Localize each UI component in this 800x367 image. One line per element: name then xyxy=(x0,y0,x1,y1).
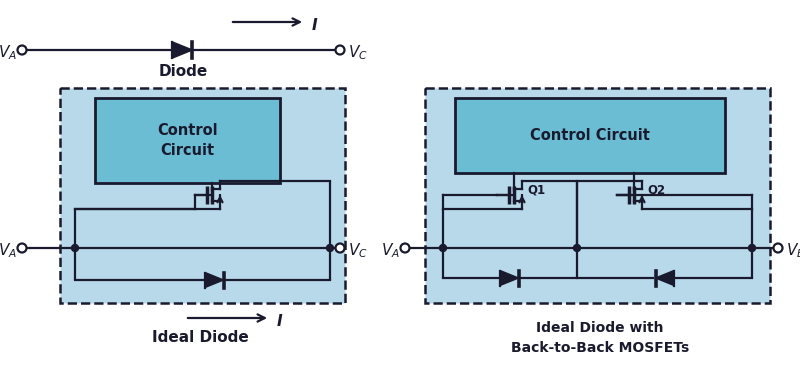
Circle shape xyxy=(71,244,78,251)
Text: $V_A$: $V_A$ xyxy=(0,44,17,62)
Text: $V_A$: $V_A$ xyxy=(0,241,17,260)
Text: Ideal Diode: Ideal Diode xyxy=(152,331,248,345)
Text: Diode: Diode xyxy=(158,65,208,80)
Circle shape xyxy=(326,244,334,251)
Text: Control Circuit: Control Circuit xyxy=(530,128,650,143)
Polygon shape xyxy=(205,273,223,287)
Text: Control
Circuit: Control Circuit xyxy=(157,123,218,158)
Circle shape xyxy=(749,244,755,251)
Text: Q2: Q2 xyxy=(647,184,665,196)
Polygon shape xyxy=(172,42,192,58)
Circle shape xyxy=(574,244,581,251)
Polygon shape xyxy=(500,270,518,286)
Circle shape xyxy=(335,46,345,55)
Bar xyxy=(60,88,345,303)
Circle shape xyxy=(774,243,782,252)
Text: Q1: Q1 xyxy=(527,184,545,196)
Polygon shape xyxy=(655,270,674,286)
Text: I: I xyxy=(277,313,282,328)
Text: I: I xyxy=(312,18,318,33)
Text: $V_A$: $V_A$ xyxy=(381,241,400,260)
Circle shape xyxy=(18,46,26,55)
Bar xyxy=(95,98,280,183)
Circle shape xyxy=(18,243,26,252)
Bar xyxy=(455,98,725,173)
Text: $V_C$: $V_C$ xyxy=(348,241,368,260)
Text: $V_B$: $V_B$ xyxy=(786,241,800,260)
Circle shape xyxy=(335,243,345,252)
Text: $V_C$: $V_C$ xyxy=(348,44,368,62)
Circle shape xyxy=(439,244,446,251)
Bar xyxy=(425,88,770,303)
Text: Ideal Diode with
Back-to-Back MOSFETs: Ideal Diode with Back-to-Back MOSFETs xyxy=(511,321,689,355)
Circle shape xyxy=(401,243,410,252)
